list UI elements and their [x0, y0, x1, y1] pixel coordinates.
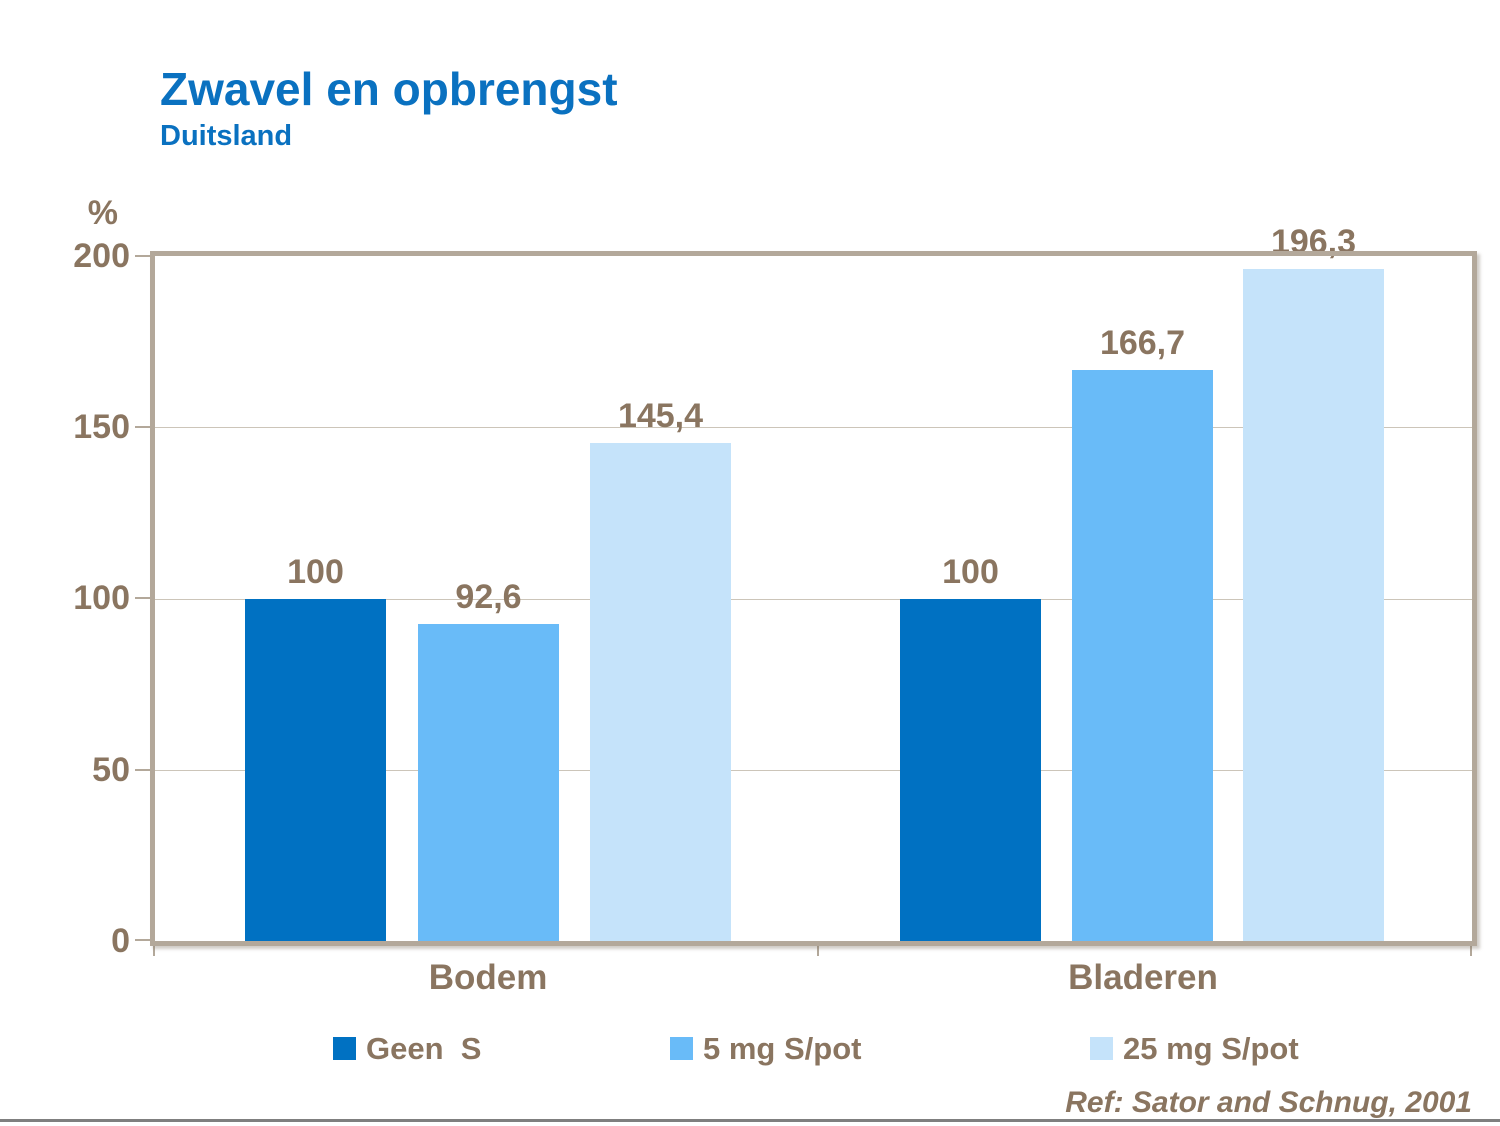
bar-value-label: 196,3 — [1270, 222, 1357, 261]
legend-item-5mg: 5 mg S/pot — [670, 1033, 861, 1064]
category-label-bladeren: Bladeren — [1068, 958, 1218, 997]
legend-label-geen-s: Geen S — [366, 1031, 482, 1066]
x-tick-mark — [1470, 941, 1472, 956]
y-tick-label-200: 200 — [73, 237, 130, 275]
gridline-100 — [155, 598, 1472, 600]
y-tick-label-100: 100 — [73, 579, 130, 617]
y-tick-mark — [135, 939, 150, 941]
y-tick-label-0: 0 — [111, 922, 130, 960]
legend-item-geen-s: Geen S — [333, 1033, 481, 1064]
bar-bladeren-25mg: 196,3 — [1243, 223, 1384, 941]
y-tick-mark — [135, 597, 150, 599]
plot-area: 100 92,6 145,4 100 166,7 196,3 — [150, 223, 1477, 946]
y-axis-unit-label: % — [87, 194, 118, 232]
page-subtitle: Duitsland — [160, 120, 293, 152]
bar-value-label: 92,6 — [455, 577, 522, 616]
bar-bodem-geen-s: 100 — [245, 553, 386, 941]
legend-label-25mg: 25 mg S/pot — [1123, 1031, 1299, 1066]
y-tick-mark — [135, 426, 150, 428]
bar-bodem-25mg: 145,4 — [590, 397, 731, 941]
bottom-rule — [0, 1119, 1500, 1122]
y-tick-label-50: 50 — [92, 751, 130, 789]
legend-item-25mg: 25 mg S/pot — [1090, 1033, 1299, 1064]
reference-text: Ref: Sator and Schnug, 2001 — [1065, 1086, 1472, 1119]
bar-bladeren-geen-s: 100 — [900, 553, 1041, 941]
page-title: Zwavel en opbrengst — [160, 63, 618, 115]
category-label-bodem: Bodem — [428, 958, 548, 997]
legend-swatch-5mg — [670, 1037, 693, 1060]
legend-swatch-geen-s — [333, 1037, 356, 1060]
bar-value-label: 100 — [942, 552, 999, 591]
x-tick-mark — [817, 941, 819, 956]
y-tick-mark — [135, 769, 150, 771]
y-tick-mark — [135, 255, 150, 257]
bar-value-label: 145,4 — [617, 397, 704, 436]
bar-value-label: 100 — [287, 552, 344, 591]
legend-label-5mg: 5 mg S/pot — [703, 1031, 862, 1066]
legend-swatch-25mg — [1090, 1037, 1113, 1060]
bar-value-label: 166,7 — [1099, 324, 1186, 363]
bar-bodem-5mg: 92,6 — [418, 578, 559, 941]
y-tick-label-150: 150 — [73, 408, 130, 446]
x-tick-mark — [153, 941, 155, 956]
gridline-50 — [155, 769, 1472, 771]
bar-bladeren-5mg: 166,7 — [1072, 324, 1213, 941]
gridline-150 — [155, 427, 1472, 429]
